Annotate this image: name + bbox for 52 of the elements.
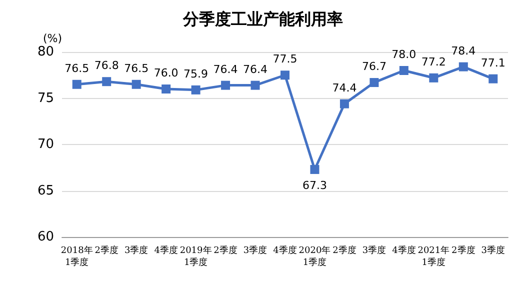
x-tick-label: 2季度 [332,245,356,256]
point [488,74,498,84]
point [162,84,171,94]
data-label: 76.4 [213,62,238,76]
point [191,85,200,94]
x-tick-label: 2018年 1季度 [60,245,93,268]
point [221,80,230,90]
x-tick-label: 3季度 [243,245,268,256]
point [399,66,408,75]
point [310,164,320,174]
data-label: 76.7 [362,60,386,74]
point [340,99,349,108]
data-label: 77.1 [480,56,506,70]
x-tick-label: 2季度 [452,245,476,256]
point [429,73,438,82]
x-tick-label: 3季度 [481,245,505,256]
data-label: 67.3 [302,178,327,192]
y-tick-label: 65 [37,183,54,198]
data-label: 76.5 [64,62,90,75]
y-axis-title: (%) [42,32,62,45]
point [72,80,82,89]
chart-title: 分季度工业产能利用率 [182,10,343,28]
data-label: 77.5 [272,52,298,66]
point [458,62,468,72]
y-tick-label: 60 [37,230,54,244]
x-tick-label: 2020年 1季度 [298,245,331,268]
data-label: 78.4 [451,44,476,58]
data-label: 76.4 [243,62,268,76]
x-tick-label: 2季度 [94,245,118,256]
y-tick-label: 80 [37,44,54,60]
point [280,70,290,80]
data-label: 75.9 [184,67,208,80]
y-tick-label: 75 [37,90,54,106]
x-tick-label: 4季度 [273,245,297,256]
x-tick-label: 2021年 1季度 [418,245,450,268]
point [370,78,379,88]
data-label: 76.8 [94,59,119,72]
data-label: 77.2 [421,55,446,68]
data-label: 76.0 [154,66,178,80]
x-tick-label: 2019年 1季度 [180,245,212,268]
data-label: 74.4 [332,81,357,94]
x-tick-label: 4季度 [154,245,178,256]
data-label: 76.5 [124,62,149,75]
y-tick-label: 70 [37,137,54,152]
x-tick-label: 2季度 [214,245,238,256]
data-label: 78.0 [392,48,416,61]
point [132,80,141,89]
x-tick-label: 3季度 [124,245,148,256]
x-tick-label: 4季度 [392,245,416,256]
point [102,77,112,86]
point [250,80,260,90]
x-tick-label: 3季度 [362,245,386,256]
